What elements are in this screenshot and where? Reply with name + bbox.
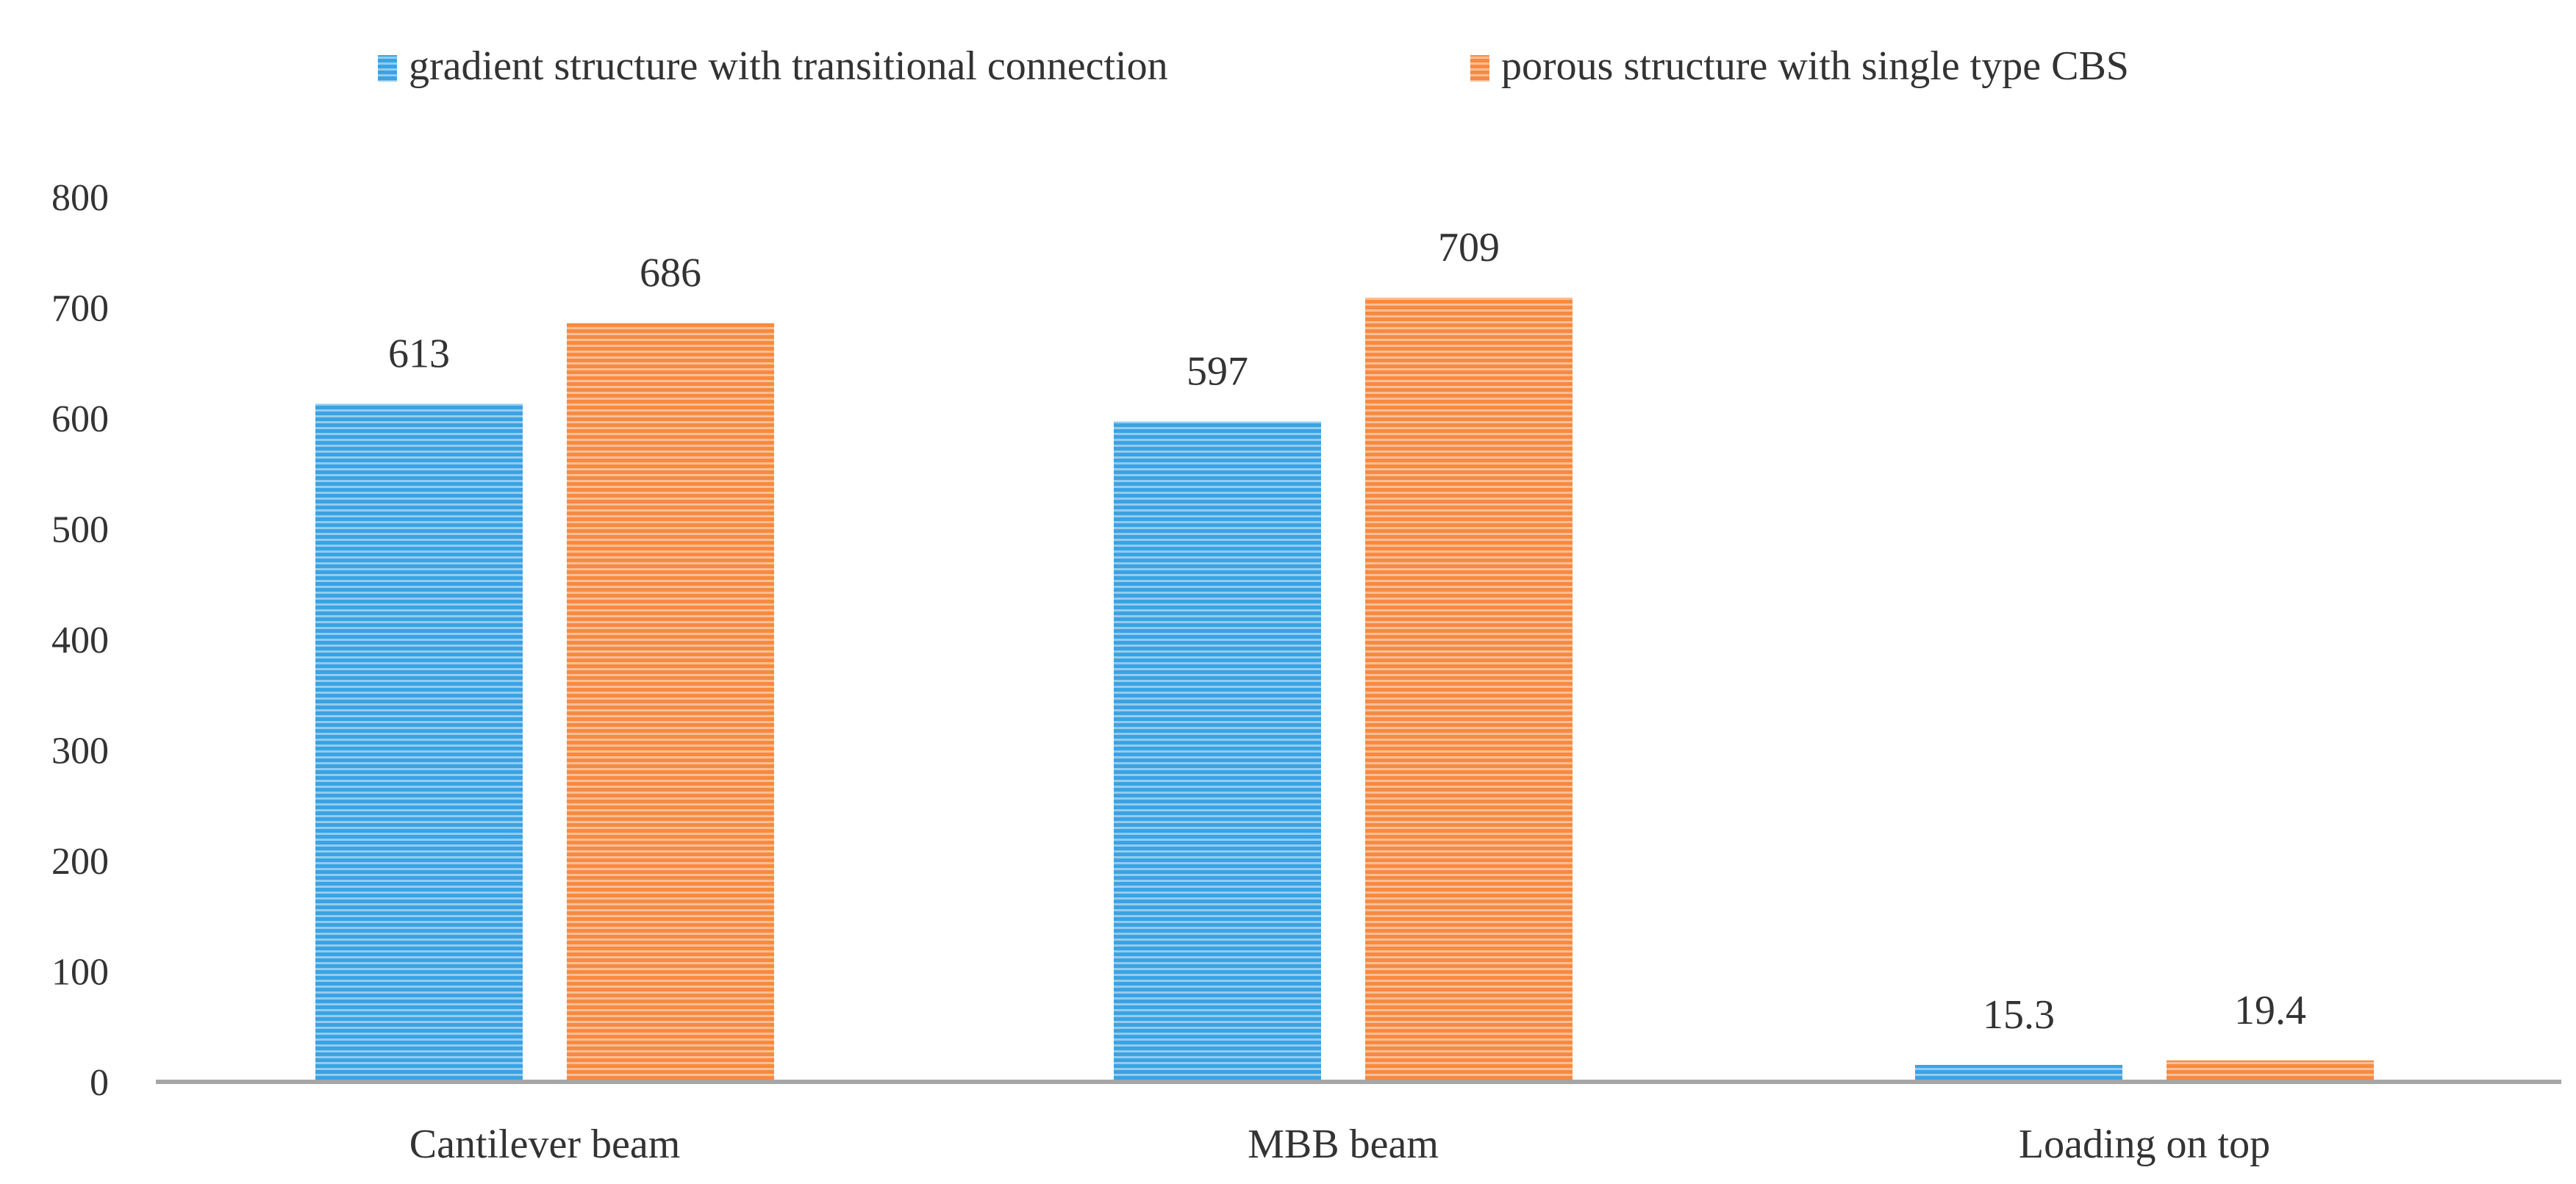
y-tick-label: 500 [51, 509, 109, 551]
bar-porous-1 [1365, 297, 1573, 1083]
x-category-label: MBB beam [1248, 1122, 1439, 1167]
bars [315, 297, 2374, 1083]
y-tick-label: 800 [51, 177, 109, 219]
legend-swatch-gradient [378, 55, 397, 82]
data-label: 709 [1438, 225, 1500, 270]
x-axis-categories: Cantilever beam MBB beam Loading on top [409, 1122, 2270, 1167]
legend-label-gradient: gradient structure with transitional con… [409, 43, 1168, 89]
legend-label-porous: porous structure with single type CBS [1501, 43, 2129, 89]
data-label: 15.3 [1983, 992, 2055, 1038]
data-label: 613 [388, 331, 450, 376]
data-label: 19.4 [2234, 988, 2306, 1033]
data-labels: 613 597 15.3 686 709 19.4 [388, 225, 2306, 1038]
y-tick-label: 700 [51, 288, 109, 330]
y-tick-label: 600 [51, 398, 109, 440]
y-tick-label: 0 [90, 1062, 109, 1104]
bar-gradient-0 [315, 403, 523, 1082]
data-label: 686 [640, 251, 701, 296]
x-category-label: Loading on top [2019, 1122, 2270, 1167]
y-axis-ticks: 0 100 200 300 400 500 600 700 800 [51, 177, 109, 1104]
y-tick-label: 100 [51, 952, 109, 994]
bar-porous-2 [2167, 1060, 2374, 1082]
y-tick-label: 200 [51, 841, 109, 883]
legend: gradient structure with transitional con… [378, 43, 2129, 89]
bar-gradient-2 [1915, 1064, 2122, 1082]
legend-swatch-porous [1470, 55, 1489, 82]
x-category-label: Cantilever beam [409, 1122, 681, 1167]
bar-porous-0 [567, 323, 774, 1082]
y-tick-label: 400 [51, 620, 109, 661]
data-label: 597 [1187, 349, 1248, 395]
y-tick-label: 300 [51, 731, 109, 772]
bar-gradient-1 [1114, 421, 1321, 1082]
